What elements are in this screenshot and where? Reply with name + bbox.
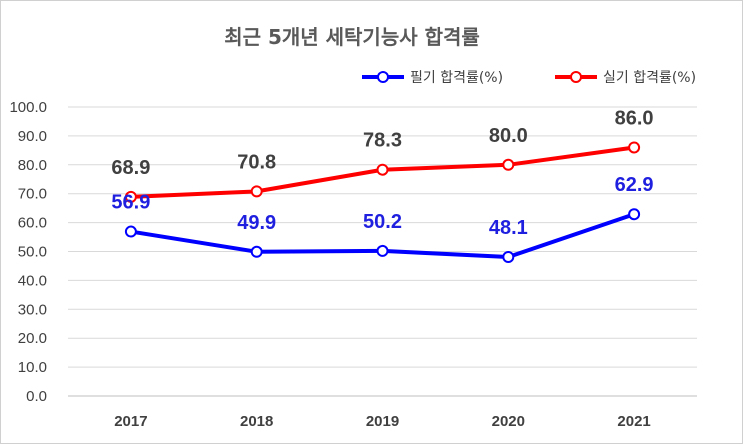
data-label: 80.0 [489,125,528,147]
x-tick-label: 2021 [617,413,650,430]
data-label: 62.9 [615,174,654,196]
y-tick-label: 50.0 [18,244,47,261]
data-point [628,208,641,221]
legend-item-written: 필기 합격률(%) [362,70,503,86]
y-tick-label: 60.0 [18,215,47,232]
y-tick-label: 30.0 [18,301,47,318]
y-axis-ticks: 100.0 90.0 80.0 70.0 60.0 50.0 40.0 30.0 20.0 10.… [9,99,47,405]
data-point [250,245,263,258]
data-label: 49.9 [237,212,276,234]
data-label: 78.3 [363,130,402,152]
data-label: 86.0 [615,107,654,129]
legend-marker-practical [570,71,582,83]
data-point [502,158,515,171]
data-point [376,244,389,257]
data-label: 68.9 [111,157,150,179]
data-point [250,185,263,198]
legend-label-written: 필기 합격률(%) [410,70,503,86]
y-tick-label: 20.0 [18,330,47,347]
data-label: 56.9 [111,192,150,214]
legend-item-practical: 실기 합격률(%) [555,70,696,86]
x-tick-label: 2020 [492,413,525,430]
y-tick-label: 90.0 [18,128,47,145]
x-tick-label: 2018 [240,413,273,430]
data-point [124,225,137,238]
data-labels: 56.9 49.9 50.2 48.1 62.9 68.9 70.8 78.3 80.0 86.0 [111,107,653,239]
y-tick-label: 40.0 [18,272,47,289]
data-label: 70.8 [237,151,276,173]
data-label: 50.2 [363,211,402,233]
chart-title: 최근 5개년 세탁기능사 합격률 [224,25,480,49]
x-axis-ticks: 2017 2018 2019 2020 2021 [114,413,651,430]
data-point [124,190,137,203]
data-point [628,141,641,154]
series [124,141,641,263]
legend-label-practical: 실기 합격률(%) [603,70,696,86]
legend: 필기 합격률(%) 실기 합격률(%) [362,70,696,86]
x-tick-label: 2019 [366,413,399,430]
data-point [376,163,389,176]
data-point [502,250,515,263]
y-tick-label: 80.0 [18,157,47,174]
y-tick-label: 0.0 [26,388,47,405]
legend-marker-written [377,71,389,83]
y-tick-label: 70.0 [18,186,47,203]
gridlines [68,106,697,397]
data-label: 48.1 [489,217,528,239]
x-tick-label: 2017 [114,413,147,430]
y-tick-label: 10.0 [18,359,47,376]
y-tick-label: 100.0 [9,99,47,116]
